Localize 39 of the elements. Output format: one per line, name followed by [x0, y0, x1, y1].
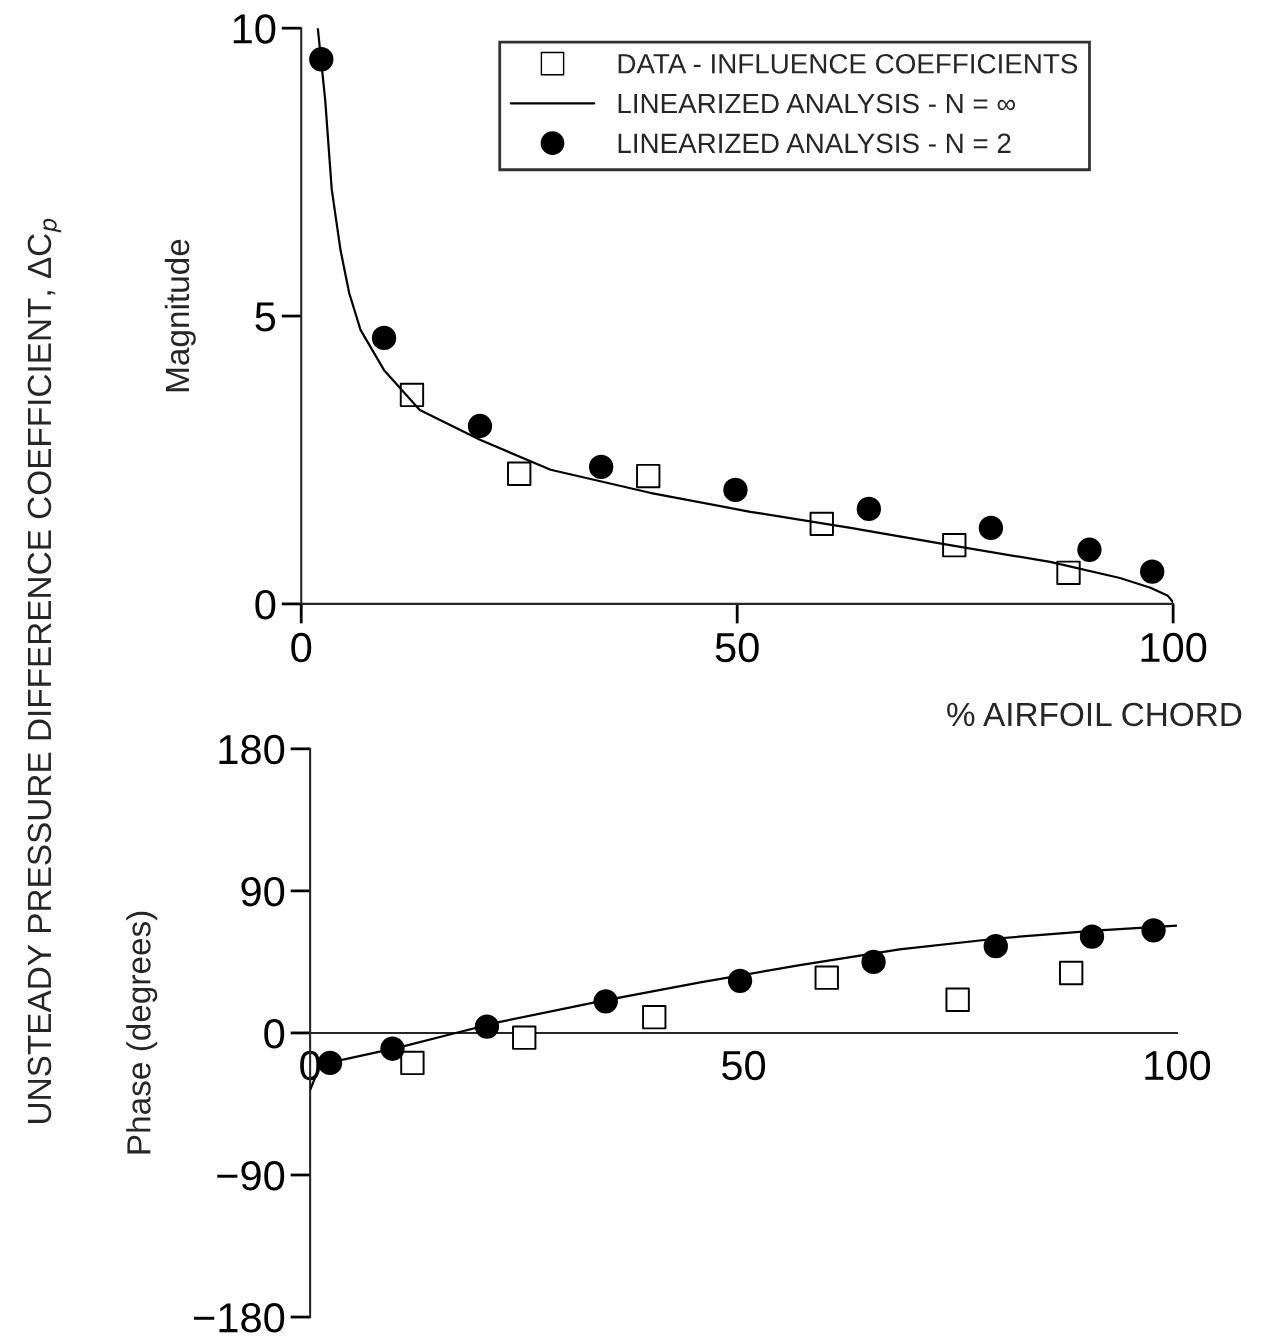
point [588, 454, 614, 480]
point [983, 933, 1008, 959]
y-axis-title: Phase (degrees) [126, 911, 158, 1154]
legend-label: LINEARIZED ANALYSIS - N = 2 [618, 133, 1011, 154]
point [400, 1050, 425, 1076]
point [642, 1004, 667, 1030]
point [856, 496, 882, 522]
point [371, 325, 397, 351]
x-axis-title: % AIRFOIL CHORD [947, 702, 1242, 727]
point [1059, 960, 1084, 986]
x-tick-label: 50 [715, 632, 759, 663]
point [1077, 537, 1102, 562]
y-tick-label: −180 [194, 1303, 285, 1333]
legend-label: LINEARIZED ANALYSIS - N = ∞ [618, 93, 1016, 114]
y-tick-label: 180 [219, 734, 285, 765]
point [723, 477, 748, 503]
y-tick-label: 0 [255, 589, 276, 620]
x-tick-label: 100 [1145, 1050, 1211, 1081]
x-tick-label: 50 [722, 1050, 766, 1081]
point [636, 463, 661, 489]
point [945, 987, 970, 1012]
y-tick-label: 90 [241, 876, 285, 907]
x-tick-label: 100 [1141, 632, 1207, 663]
point [861, 949, 886, 975]
point [978, 515, 1004, 541]
y-tick-label: 0 [264, 1018, 285, 1049]
y-tick-label: 10 [233, 14, 276, 44]
text: UNSTEADY PRESSURE DIFFERENCE COEFFICIENT, ΔC$_{p}$ [27, 218, 62, 1123]
point [507, 461, 532, 486]
y-tick-label: −90 [217, 1160, 285, 1191]
point [1140, 559, 1165, 584]
y-tick-label: 5 [255, 302, 276, 332]
legend-label: DATA - INFLUENCE COEFFICIENTS [618, 53, 1078, 74]
x-tick-label: 0 [291, 632, 312, 663]
point [814, 965, 839, 990]
point [1079, 924, 1105, 949]
point [467, 413, 493, 439]
y-axis-title: Magnitude [164, 239, 196, 392]
point [512, 1025, 537, 1050]
